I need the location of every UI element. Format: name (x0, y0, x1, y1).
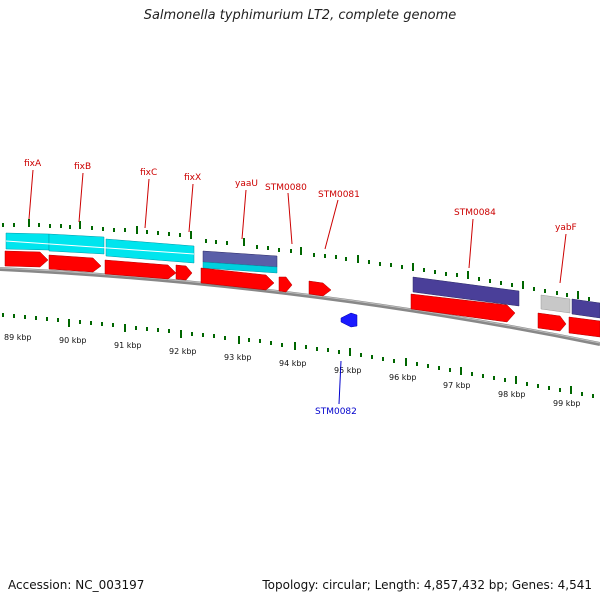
gene-label: STM0081 (318, 190, 360, 200)
gene-label: fixB (74, 162, 91, 172)
cds-arrow (200, 267, 275, 291)
gene-label: STM0084 (454, 208, 496, 218)
cds-arrow (175, 264, 193, 281)
upper-tick-ring (2, 219, 590, 301)
gene-label: fixA (24, 159, 42, 169)
cds-arrow (410, 293, 516, 323)
gene-label: yaaU (235, 179, 258, 189)
reverse-label-leader (338, 360, 342, 405)
cds-arrow (537, 312, 567, 332)
feature-bar-divider (5, 240, 195, 255)
lower-tick-ring (2, 313, 594, 398)
label-leaders (28, 169, 567, 284)
cds-arrow (4, 250, 49, 268)
feature-bar-purple (412, 276, 520, 307)
scale-label: 90 kbp (59, 336, 87, 345)
feature-bars (5, 232, 600, 319)
cds-arrow (308, 280, 332, 297)
scale-label: 89 kbp (4, 333, 32, 342)
gene-label: fixC (140, 168, 157, 178)
gene-label: yabF (555, 223, 577, 233)
scale-label: 98 kbp (498, 390, 526, 399)
genome-backbone (0, 267, 600, 346)
scale-label: 91 kbp (114, 341, 142, 350)
scale-label: 92 kbp (169, 347, 197, 356)
cds-arrow (568, 316, 600, 338)
cds-arrows (4, 250, 600, 338)
scale-label: 97 kbp (443, 381, 471, 390)
cds-arrow (48, 254, 102, 273)
map-title: Salmonella typhimurium LT2, complete gen… (143, 8, 457, 23)
genome-backbone-highlight (0, 267, 600, 344)
feature-bar-cyan (48, 233, 105, 255)
scale-label: 95 kbp (334, 366, 362, 375)
gene-label: STM0080 (265, 183, 307, 193)
feature-bar-grey (540, 294, 571, 314)
scale-label: 93 kbp (224, 353, 252, 362)
cds-arrow (104, 259, 177, 280)
accession-text: Accession: NC_003197 (8, 578, 145, 592)
cds-arrow (278, 276, 293, 293)
scale-label: 96 kbp (389, 373, 417, 382)
feature-bar-cyan (202, 261, 278, 274)
gene-label: fixX (184, 173, 201, 183)
topology-text: Topology: circular; Length: 4,857,432 bp… (262, 578, 592, 592)
scale-label: 94 kbp (279, 359, 307, 368)
feature-bar-purple (571, 298, 600, 319)
scale-label: 99 kbp (553, 399, 581, 408)
reverse-gene-label: STM0082 (315, 407, 357, 417)
reverse-gene-arrow (340, 312, 358, 328)
